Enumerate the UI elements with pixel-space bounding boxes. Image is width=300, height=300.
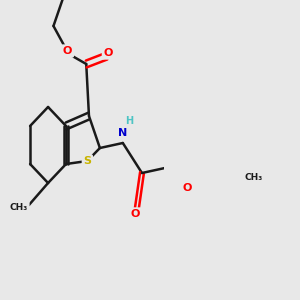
Text: O: O	[103, 48, 113, 58]
Text: CH₃: CH₃	[244, 173, 262, 182]
Text: S: S	[83, 156, 91, 166]
Text: N: N	[118, 128, 128, 138]
Text: CH₃: CH₃	[10, 202, 28, 211]
Text: H: H	[125, 116, 134, 126]
Text: O: O	[131, 209, 140, 219]
Text: O: O	[182, 183, 191, 193]
Text: O: O	[63, 46, 72, 56]
